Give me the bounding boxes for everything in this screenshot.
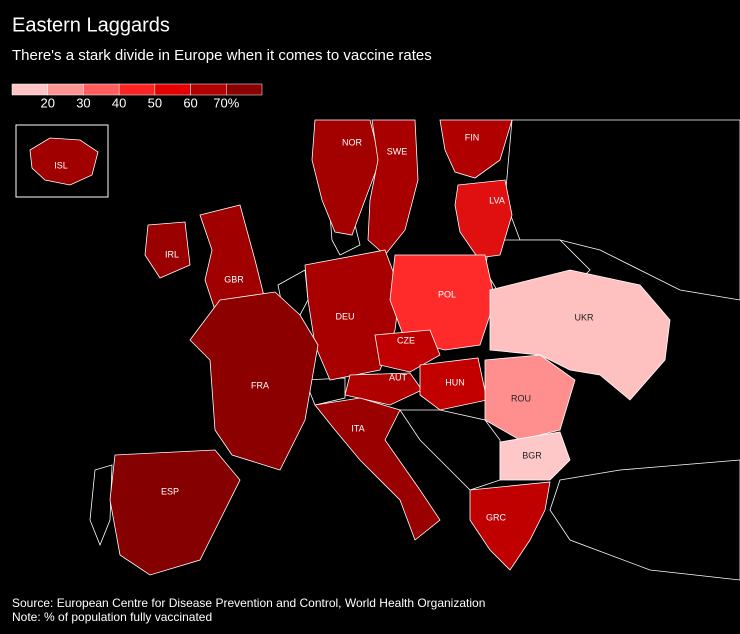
country-shape <box>109 449 241 576</box>
legend-tick-label: 70% <box>213 95 239 110</box>
portugal <box>89 464 113 547</box>
legend-swatch <box>83 83 120 96</box>
country-label: DEU <box>335 311 354 321</box>
legend: 20 30 40 50 60 70% <box>11 83 263 110</box>
country-label: GRC <box>486 512 507 522</box>
country-shape <box>439 119 513 179</box>
subtitle: There's a stark divide in Europe when it… <box>12 47 432 64</box>
country-label: CZE <box>397 335 415 345</box>
country-shape <box>311 119 381 236</box>
regions: ISL NOR SWE FIN LVA IRL GBR DEU POL CZE FRA AUT HUN U… <box>29 119 671 576</box>
legend-tick-label: 30 <box>76 95 90 110</box>
legend-swatch <box>118 83 156 96</box>
country-shape <box>419 357 488 411</box>
country-shape <box>189 291 319 471</box>
country-shape <box>469 481 551 571</box>
legend-swatch <box>47 83 84 96</box>
country-label: AUT <box>389 372 408 382</box>
title: Eastern Laggards <box>12 14 170 36</box>
russia <box>504 119 740 301</box>
turkey <box>549 459 740 581</box>
country-label: FRA <box>251 380 269 390</box>
country-label: ISL <box>54 160 68 170</box>
country-label: IRL <box>165 249 179 259</box>
legend-swatch <box>11 83 48 96</box>
legend-tick-label: 50 <box>148 95 162 110</box>
country-shape <box>489 269 671 401</box>
country-shape <box>344 372 423 406</box>
country-shape <box>314 397 441 541</box>
country-label: NOR <box>342 137 363 147</box>
country-label: POL <box>438 289 456 299</box>
country-shape <box>29 137 99 186</box>
legend-swatch <box>226 83 263 96</box>
country-shape <box>499 431 571 481</box>
country-shape <box>454 179 513 259</box>
legend-swatch <box>190 83 227 96</box>
legend-tick-label: 60 <box>183 95 197 110</box>
country-shape <box>144 221 191 279</box>
country-label: SWE <box>387 146 408 156</box>
country-shape <box>389 254 496 351</box>
country-shape <box>374 329 441 373</box>
legend-tick-label: 20 <box>40 95 54 110</box>
source: Source: European Centre for Disease Prev… <box>12 596 485 610</box>
country-label: LVA <box>489 195 505 205</box>
country-label: ITA <box>351 423 364 433</box>
legend-swatch <box>154 83 191 96</box>
country-label: ROU <box>511 393 531 403</box>
legend-tick-label: 40 <box>112 95 126 110</box>
inset-frame <box>15 124 109 198</box>
country-label: FIN <box>465 132 480 142</box>
country-shape <box>304 249 401 381</box>
country-label: GBR <box>224 274 244 284</box>
country-label: BGR <box>522 450 542 460</box>
country-label: UKR <box>574 312 594 322</box>
note: Note: % of population fully vaccinated <box>12 610 212 624</box>
country-shape <box>484 354 576 441</box>
country-label: HUN <box>445 377 465 387</box>
country-label: ESP <box>161 486 179 496</box>
